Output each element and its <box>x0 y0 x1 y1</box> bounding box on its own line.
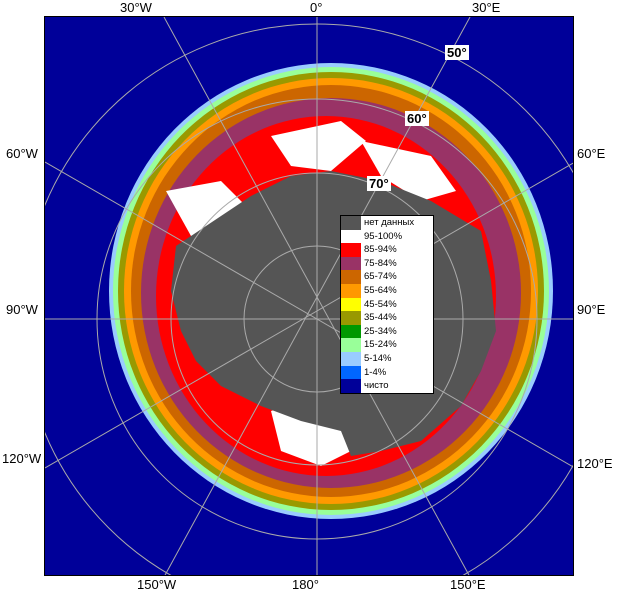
lon-label-90e: 90°E <box>577 302 606 317</box>
legend-item: 65-74% <box>341 270 433 284</box>
lon-label-60e: 60°E <box>577 146 606 161</box>
lat-label-70: 70° <box>367 176 391 191</box>
lon-label-30w-top: 30°W <box>120 0 152 15</box>
legend-label: 85-94% <box>364 244 397 256</box>
legend-item: 95-100% <box>341 229 433 244</box>
legend-item: 35-44% <box>341 311 433 325</box>
legend-label: 15-24% <box>364 339 397 351</box>
legend-item: нет данных <box>341 216 433 230</box>
legend-label: 1-4% <box>364 366 387 378</box>
lon-label-90w: 90°W <box>6 302 38 317</box>
lon-label-120w: 120°W <box>2 451 42 466</box>
legend-label: чисто <box>364 380 389 392</box>
legend-swatch <box>341 351 361 366</box>
legend-item: 25-34% <box>341 324 433 339</box>
polar-map-svg <box>45 17 573 575</box>
legend-swatch <box>341 338 361 352</box>
legend-label: 35-44% <box>364 312 397 324</box>
legend-label: 75-84% <box>364 257 397 269</box>
legend-swatch <box>341 243 361 257</box>
meridian-60e-120w <box>45 162 573 469</box>
legend-item: чисто <box>341 379 433 393</box>
legend-swatch <box>341 216 361 230</box>
lon-label-180-bottom: 180° <box>292 577 319 592</box>
legend-swatch <box>341 297 361 312</box>
lon-label-0-top: 0° <box>310 0 323 15</box>
legend-swatch <box>341 379 361 393</box>
legend-label: 95-100% <box>364 230 403 242</box>
ice-patch-95-100-a <box>271 121 366 171</box>
meridian-30e-150w <box>164 17 471 575</box>
legend-item: 15-24% <box>341 338 433 352</box>
legend-label: нет данных <box>364 217 415 228</box>
lon-label-30e-top: 30°E <box>472 0 501 15</box>
legend-label: 65-74% <box>364 271 397 283</box>
legend-item: 55-64% <box>341 283 433 298</box>
legend-item: 85-94% <box>341 243 433 257</box>
legend-swatch <box>341 324 361 339</box>
lat-label-60: 60° <box>405 111 429 126</box>
legend-item: 75-84% <box>341 256 433 271</box>
ice-patch-95-100-b <box>361 141 456 201</box>
legend-swatch <box>341 229 361 244</box>
legend-swatch <box>341 283 361 298</box>
legend-swatch <box>341 256 361 271</box>
legend-item: 5-14% <box>341 351 433 366</box>
legend-swatch <box>341 365 361 380</box>
legend-label: 45-54% <box>364 298 397 310</box>
legend-label: 55-64% <box>364 284 397 296</box>
legend-label: 5-14% <box>364 352 392 364</box>
lat-label-50: 50° <box>445 45 469 60</box>
lon-label-60w: 60°W <box>6 146 38 161</box>
legend-swatch <box>341 311 361 325</box>
legend: нет данных 95-100% 85-94% 75-84% 65-74% … <box>340 215 434 394</box>
legend-item: 1-4% <box>341 365 433 380</box>
lon-label-150w-bottom: 150°W <box>137 577 177 592</box>
lon-label-150e-bottom: 150°E <box>450 577 486 592</box>
legend-item: 45-54% <box>341 297 433 312</box>
legend-swatch <box>341 270 361 284</box>
lon-label-120e: 120°E <box>577 456 613 471</box>
sea-ice-map <box>44 16 574 576</box>
legend-label: 25-34% <box>364 325 397 337</box>
